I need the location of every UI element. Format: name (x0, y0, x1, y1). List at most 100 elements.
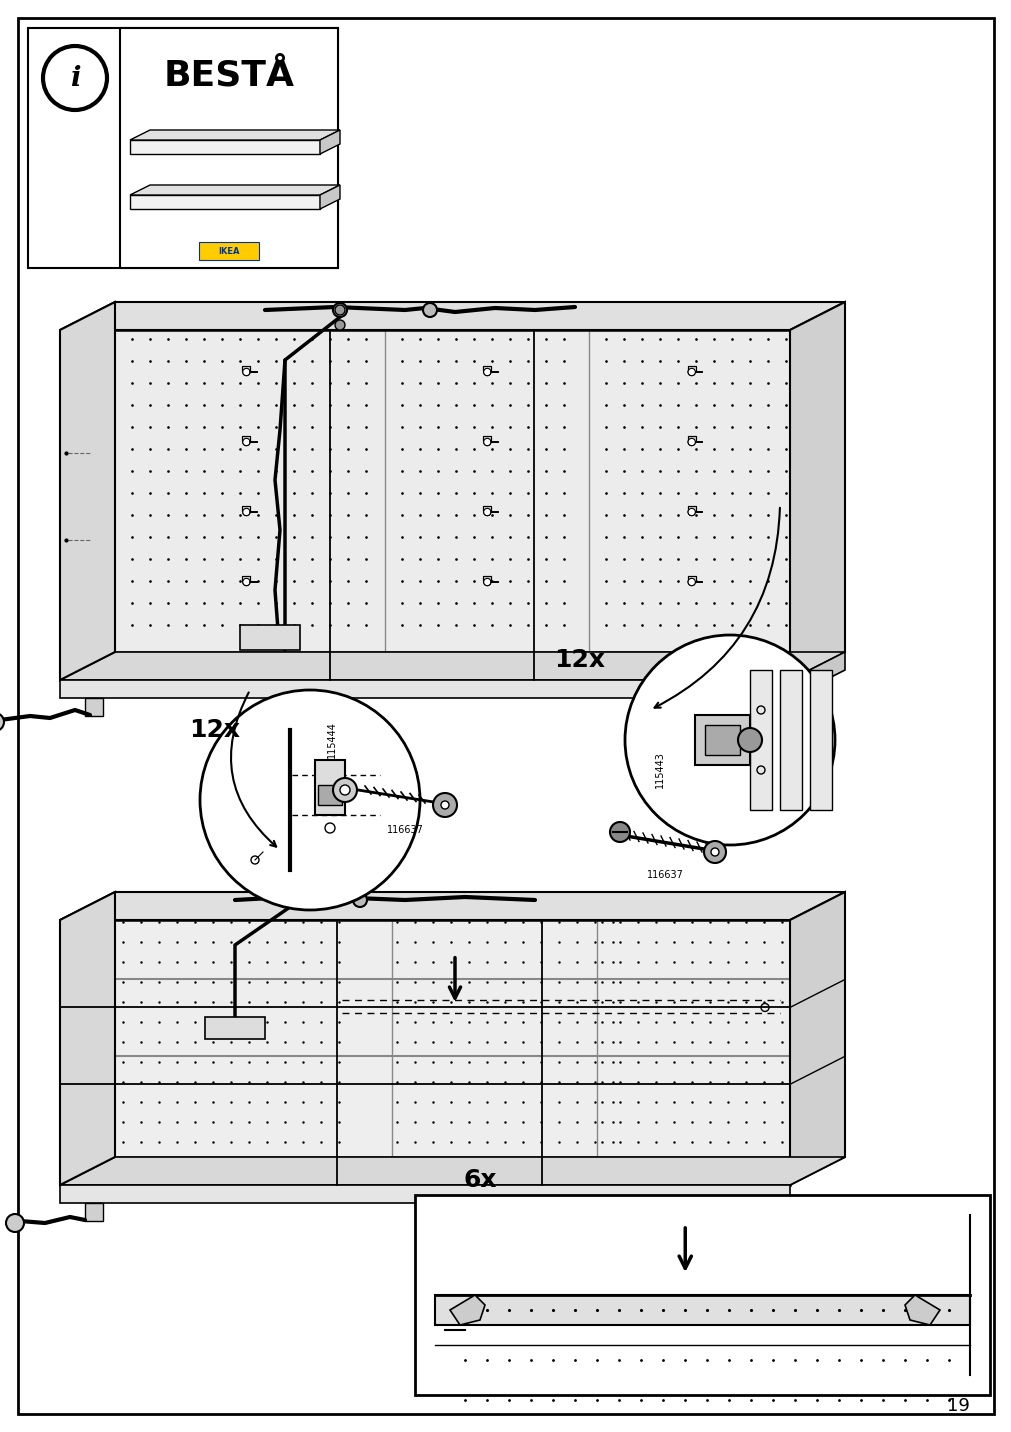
Bar (243, 576, 250, 581)
Circle shape (200, 690, 420, 909)
Bar (243, 365, 250, 371)
Circle shape (243, 508, 250, 516)
Bar (85, 697, 103, 716)
Polygon shape (129, 130, 340, 140)
Polygon shape (790, 892, 844, 1186)
Circle shape (283, 894, 296, 906)
Text: i: i (70, 64, 80, 92)
Bar (120, 29, 338, 268)
Bar (749, 670, 771, 811)
Bar (483, 365, 490, 371)
Text: 115444: 115444 (327, 722, 337, 759)
Circle shape (687, 438, 695, 445)
Polygon shape (790, 302, 844, 680)
Bar (744, 697, 762, 716)
Bar (687, 365, 695, 371)
Polygon shape (129, 195, 319, 209)
Circle shape (340, 785, 350, 795)
Circle shape (687, 438, 695, 445)
Text: IKEA: IKEA (218, 246, 240, 255)
Bar (205, 1018, 265, 1040)
Circle shape (483, 579, 490, 586)
Bar (744, 1203, 762, 1221)
Circle shape (687, 508, 695, 516)
Bar (243, 505, 250, 511)
Circle shape (243, 368, 250, 375)
Circle shape (243, 368, 250, 375)
Circle shape (737, 727, 761, 752)
Bar (415, 1194, 989, 1395)
Polygon shape (60, 1157, 844, 1186)
Circle shape (711, 848, 718, 856)
Polygon shape (904, 1295, 939, 1325)
Bar (28, 29, 338, 268)
Bar (483, 576, 490, 581)
Circle shape (610, 822, 630, 842)
Bar (60, 680, 790, 697)
Circle shape (6, 1214, 24, 1232)
Text: 6x: 6x (463, 1169, 496, 1191)
Bar (695, 715, 749, 765)
Circle shape (687, 579, 695, 586)
Bar (317, 785, 342, 805)
Bar (435, 1295, 969, 1325)
Circle shape (42, 46, 107, 110)
Circle shape (483, 438, 490, 445)
Bar (483, 576, 490, 581)
Polygon shape (60, 892, 844, 919)
Bar (115, 892, 844, 1157)
Circle shape (243, 438, 250, 445)
Circle shape (625, 634, 834, 845)
Circle shape (483, 438, 490, 445)
Bar (243, 435, 250, 441)
Polygon shape (790, 652, 844, 697)
Polygon shape (129, 185, 340, 195)
Polygon shape (60, 892, 115, 1186)
Polygon shape (319, 185, 340, 209)
Circle shape (687, 508, 695, 516)
Bar (687, 505, 695, 511)
Circle shape (441, 800, 449, 809)
Circle shape (687, 368, 695, 375)
Circle shape (483, 368, 490, 375)
Bar (687, 576, 695, 581)
Bar (687, 505, 695, 511)
Bar (687, 435, 695, 441)
Circle shape (483, 508, 490, 516)
Bar (705, 725, 739, 755)
Circle shape (423, 304, 437, 316)
Bar (314, 760, 345, 815)
Polygon shape (60, 302, 115, 680)
Bar (687, 365, 695, 371)
Bar (240, 624, 299, 650)
Circle shape (333, 304, 347, 316)
Bar (243, 576, 250, 581)
Circle shape (433, 793, 457, 818)
Text: 115443: 115443 (654, 752, 664, 789)
Circle shape (335, 305, 345, 315)
Text: 12x: 12x (554, 649, 605, 672)
Bar (60, 1186, 790, 1203)
Circle shape (704, 841, 725, 863)
Circle shape (243, 579, 250, 586)
Circle shape (483, 368, 490, 375)
Circle shape (243, 438, 250, 445)
Polygon shape (450, 1295, 484, 1325)
Circle shape (335, 319, 345, 329)
Circle shape (243, 508, 250, 516)
Bar (243, 435, 250, 441)
Circle shape (333, 778, 357, 802)
Text: 19: 19 (946, 1398, 969, 1415)
Bar (483, 505, 490, 511)
Circle shape (687, 368, 695, 375)
Bar (483, 435, 490, 441)
Polygon shape (319, 130, 340, 155)
Text: 116637: 116637 (646, 871, 682, 881)
Circle shape (483, 579, 490, 586)
Text: 116637: 116637 (386, 825, 423, 835)
Bar (687, 435, 695, 441)
Bar (115, 302, 844, 652)
Text: 12x: 12x (189, 717, 241, 742)
Bar (199, 242, 259, 261)
Bar (483, 365, 490, 371)
